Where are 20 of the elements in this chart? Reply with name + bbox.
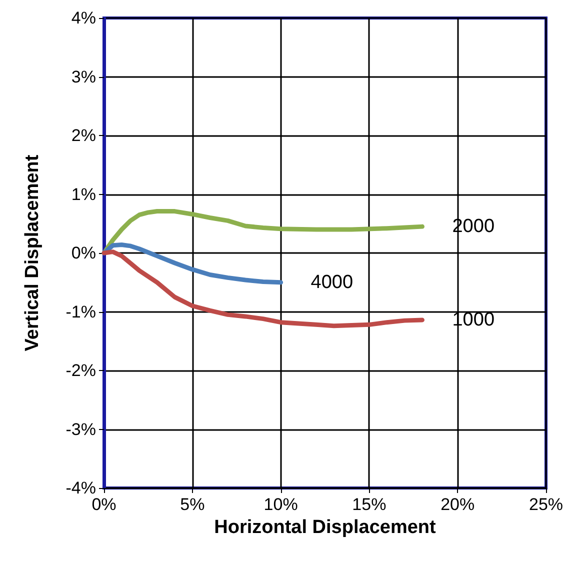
series-label: 4000 xyxy=(310,272,354,293)
y-tick-label: -4% xyxy=(66,478,96,498)
y-tick-label: -3% xyxy=(66,420,96,439)
x-axis-title: Horizontal Displacement xyxy=(214,517,437,538)
y-tick-label: 0% xyxy=(71,244,96,262)
line-series xyxy=(102,250,424,328)
y-tick-label: 2% xyxy=(71,126,96,145)
y-tick-label: -1% xyxy=(66,302,96,322)
x-tick-label: 0% xyxy=(92,495,116,514)
y-axis-title: Vertical Displacement xyxy=(22,154,43,352)
x-tick-label: 10% xyxy=(264,495,298,514)
x-tick-label: 5% xyxy=(180,495,205,514)
y-tick-label: 4% xyxy=(71,8,96,28)
x-tick-label: 15% xyxy=(352,495,386,514)
x-tick-label: 20% xyxy=(440,495,475,514)
x-tick-label: 25% xyxy=(528,495,564,514)
line-series xyxy=(102,242,284,285)
y-tick-label: 1% xyxy=(71,184,96,204)
y-tick-label: 3% xyxy=(71,67,96,86)
y-tick-label: -2% xyxy=(66,361,96,380)
